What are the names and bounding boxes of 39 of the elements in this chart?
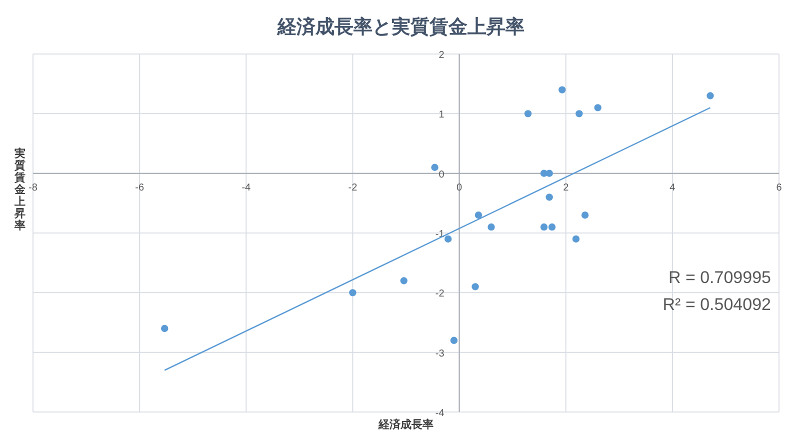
point <box>572 235 580 243</box>
point <box>349 289 356 296</box>
annotation: R² = 0.504092 <box>662 295 771 314</box>
y-tick-label: 0 <box>438 169 445 180</box>
point <box>546 194 553 201</box>
y-tick-label: -3 <box>435 348 445 360</box>
x-tick-label: 6 <box>776 182 782 194</box>
point <box>576 110 583 118</box>
point <box>524 110 532 118</box>
chart-title: 経済成長率と実質賃金上昇率 <box>276 16 524 38</box>
point <box>548 223 556 231</box>
point <box>546 170 553 177</box>
point <box>444 235 452 243</box>
y-tick-label: -2 <box>435 288 445 300</box>
point <box>558 86 566 94</box>
point <box>540 223 548 231</box>
y-tick-label: -4 <box>435 408 445 419</box>
annotation: R = 0.709995 <box>668 268 771 287</box>
point <box>472 283 479 290</box>
point <box>581 212 589 219</box>
x-tick-label: -6 <box>135 182 144 194</box>
y-tick-label: 1 <box>438 110 445 121</box>
x-tick-label: 0 <box>456 182 463 194</box>
point <box>474 212 482 219</box>
point <box>594 104 602 112</box>
point <box>706 92 714 100</box>
point <box>450 336 458 344</box>
point <box>431 164 438 171</box>
x-axis-title: 経済成長率 <box>378 418 434 431</box>
point <box>488 223 495 231</box>
x-tick-label: -4 <box>242 182 252 194</box>
y-tick-label: 2 <box>438 50 445 61</box>
x-tick-label: -2 <box>348 182 358 194</box>
ylabel: 実質賃金上昇率 <box>14 148 26 232</box>
x-tick-label: 4 <box>670 182 676 194</box>
x-tick-label: 2 <box>563 182 570 194</box>
x-tick-label: -8 <box>28 182 38 194</box>
point <box>400 277 408 284</box>
point <box>161 324 168 332</box>
